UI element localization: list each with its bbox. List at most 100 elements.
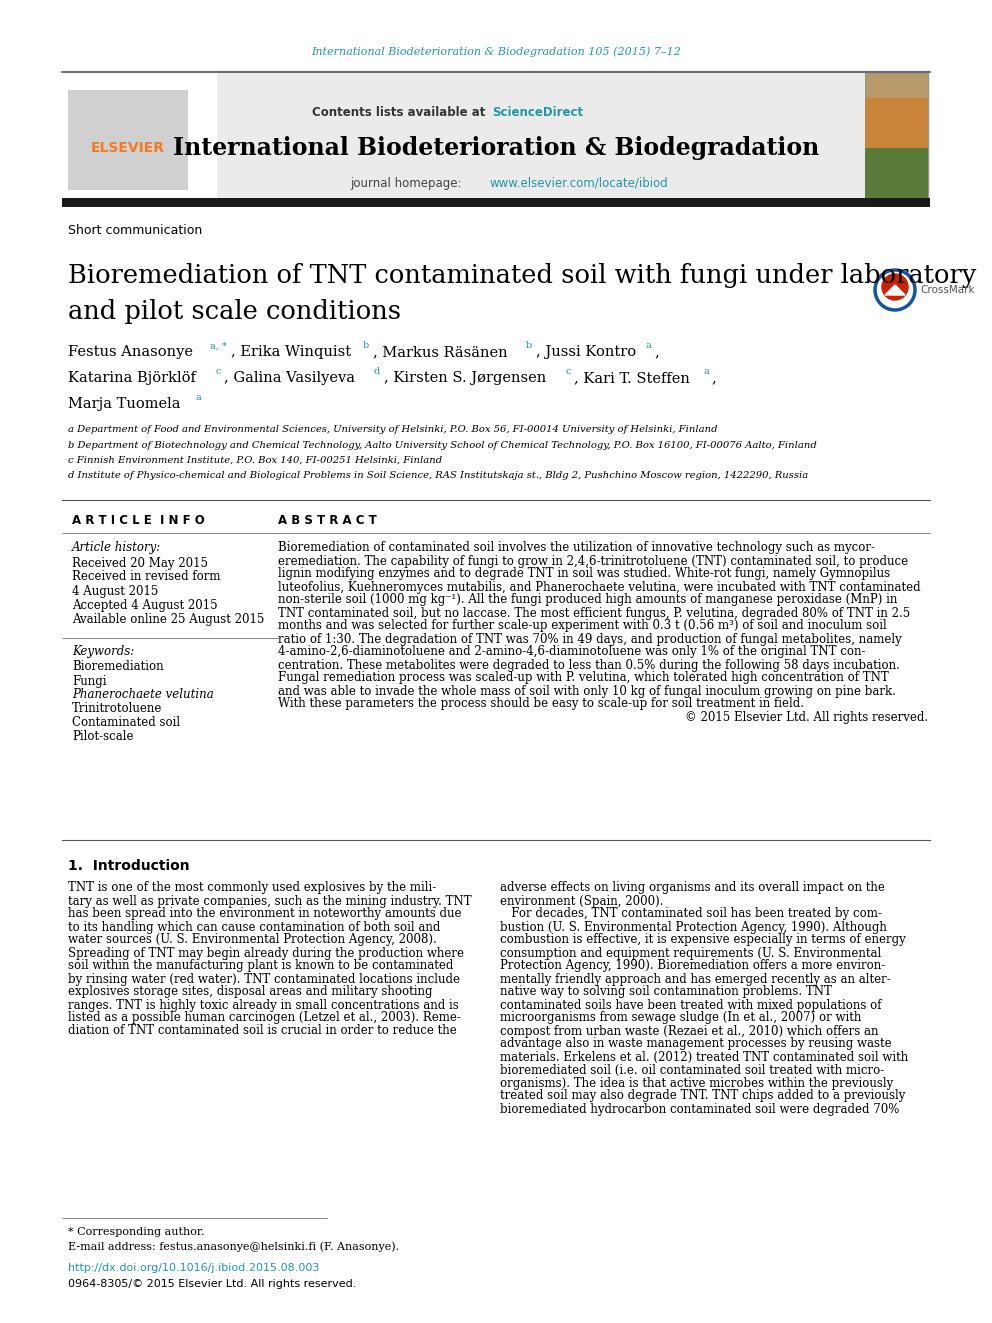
Text: listed as a possible human carcinogen (Letzel et al., 2003). Reme-: listed as a possible human carcinogen (L… [68,1012,461,1024]
Text: Pilot-scale: Pilot-scale [72,730,134,744]
Text: Fungi: Fungi [72,675,106,688]
Text: ,: , [654,345,659,359]
Text: Short communication: Short communication [68,224,202,237]
Text: compost from urban waste (Rezaei et al., 2010) which offers an: compost from urban waste (Rezaei et al.,… [500,1024,879,1037]
Text: , Kari T. Steffen: , Kari T. Steffen [574,370,689,385]
Text: to its handling which can cause contamination of both soil and: to its handling which can cause contamin… [68,921,440,934]
Text: Keywords:: Keywords: [72,646,134,659]
Text: eremediation. The capability of fungi to grow in 2,4,6-trinitrotoluene (TNT) con: eremediation. The capability of fungi to… [278,554,908,568]
Text: Festus Anasonye: Festus Anasonye [68,345,193,359]
Text: Bioremediation of TNT contaminated soil with fungi under laboratory: Bioremediation of TNT contaminated soil … [68,262,976,287]
FancyBboxPatch shape [62,198,930,206]
Text: materials. Erkelens et al. (2012) treated TNT contaminated soil with: materials. Erkelens et al. (2012) treate… [500,1050,909,1064]
Text: With these parameters the process should be easy to scale-up for soil treatment : With these parameters the process should… [278,697,804,710]
Text: months and was selected for further scale-up experiment with 0.3 t (0.56 m³) of : months and was selected for further scal… [278,619,887,632]
Text: mentally friendly approach and has emerged recently as an alter-: mentally friendly approach and has emerg… [500,972,891,986]
Text: diation of TNT contaminated soil is crucial in order to reduce the: diation of TNT contaminated soil is cruc… [68,1024,456,1037]
Text: water sources (U. S. Environmental Protection Agency, 2008).: water sources (U. S. Environmental Prote… [68,934,436,946]
Text: advantage also in waste management processes by reusing waste: advantage also in waste management proce… [500,1037,892,1050]
Text: bustion (U. S. Environmental Protection Agency, 1990). Although: bustion (U. S. Environmental Protection … [500,921,887,934]
Text: Bioremediation: Bioremediation [72,660,164,673]
Text: ,: , [711,370,716,385]
Text: , Erika Winquist: , Erika Winquist [231,345,351,359]
Text: lignin modifying enzymes and to degrade TNT in soil was studied. White-rot fungi: lignin modifying enzymes and to degrade … [278,568,890,581]
Text: , Jussi Kontro: , Jussi Kontro [536,345,636,359]
Text: soil within the manufacturing plant is known to be contaminated: soil within the manufacturing plant is k… [68,959,453,972]
Text: , Galina Vasilyeva: , Galina Vasilyeva [224,370,355,385]
Text: d Institute of Physico-chemical and Biological Problems in Soil Science, RAS Ins: d Institute of Physico-chemical and Biol… [68,471,808,479]
Text: * Corresponding author.: * Corresponding author. [68,1226,204,1237]
Text: b: b [363,341,369,351]
Text: Article history:: Article history: [72,541,162,554]
Text: bioremediated soil (i.e. oil contaminated soil treated with micro-: bioremediated soil (i.e. oil contaminate… [500,1064,884,1077]
Text: , Markus Räsänen: , Markus Räsänen [373,345,508,359]
Text: tary as well as private companies, such as the mining industry. TNT: tary as well as private companies, such … [68,894,471,908]
Text: non-sterile soil (1000 mg kg⁻¹). All the fungi produced high amounts of manganes: non-sterile soil (1000 mg kg⁻¹). All the… [278,594,898,606]
Text: Katarina Björklöf: Katarina Björklöf [68,370,195,385]
Text: TNT contaminated soil, but no laccase. The most efficient fungus, P. velutina, d: TNT contaminated soil, but no laccase. T… [278,606,911,619]
Text: Received 20 May 2015: Received 20 May 2015 [72,557,208,569]
Text: , Kirsten S. Jørgensen: , Kirsten S. Jørgensen [384,370,547,385]
Text: adverse effects on living organisms and its overall impact on the: adverse effects on living organisms and … [500,881,885,894]
Text: ELSEVIER: ELSEVIER [91,142,165,155]
FancyBboxPatch shape [68,90,188,191]
FancyBboxPatch shape [865,73,928,198]
Text: ScienceDirect: ScienceDirect [492,106,583,119]
Text: International Biodeterioration & Biodegradation 105 (2015) 7–12: International Biodeterioration & Biodegr… [311,46,681,57]
Text: Accepted 4 August 2015: Accepted 4 August 2015 [72,598,217,611]
Text: native way to solving soil contamination problems. TNT: native way to solving soil contamination… [500,986,832,999]
Text: a, *: a, * [210,341,227,351]
Text: International Biodeterioration & Biodegradation: International Biodeterioration & Biodegr… [173,136,819,160]
Text: TNT is one of the most commonly used explosives by the mili-: TNT is one of the most commonly used exp… [68,881,436,894]
Text: by rinsing water (red water). TNT contaminated locations include: by rinsing water (red water). TNT contam… [68,972,460,986]
Text: consumption and equipment requirements (U. S. Environmental: consumption and equipment requirements (… [500,946,881,959]
Text: b Department of Biotechnology and Chemical Technology, Aalto University School o: b Department of Biotechnology and Chemic… [68,441,816,450]
Text: Spreading of TNT may begin already during the production where: Spreading of TNT may begin already durin… [68,946,464,959]
Text: Protection Agency, 1990). Bioremediation offers a more environ-: Protection Agency, 1990). Bioremediation… [500,959,885,972]
Text: Marja Tuomela: Marja Tuomela [68,397,181,411]
Text: and pilot scale conditions: and pilot scale conditions [68,299,401,324]
Text: a: a [196,393,201,402]
Text: explosives storage sites, disposal areas and military shooting: explosives storage sites, disposal areas… [68,986,433,999]
Text: Trinitrotoluene: Trinitrotoluene [72,703,163,716]
Text: centration. These metabolites were degraded to less than 0.5% during the followi: centration. These metabolites were degra… [278,659,900,672]
Text: c: c [566,368,571,377]
Text: journal homepage:: journal homepage: [350,176,465,189]
FancyBboxPatch shape [62,70,930,200]
Text: and was able to invade the whole mass of soil with only 10 kg of fungal inoculum: and was able to invade the whole mass of… [278,684,896,697]
Text: combustion is effective, it is expensive especially in terms of energy: combustion is effective, it is expensive… [500,934,906,946]
Text: www.elsevier.com/locate/ibiod: www.elsevier.com/locate/ibiod [490,176,669,189]
Text: Contents lists available at: Contents lists available at [312,106,490,119]
Text: 4-amino-2,6-diaminotoluene and 2-amino-4,6-diaminotoluene was only 1% of the ori: 4-amino-2,6-diaminotoluene and 2-amino-4… [278,646,865,659]
Text: organisms). The idea is that active microbes within the previously: organisms). The idea is that active micr… [500,1077,893,1090]
Text: 4 August 2015: 4 August 2015 [72,585,159,598]
Text: 0964-8305/© 2015 Elsevier Ltd. All rights reserved.: 0964-8305/© 2015 Elsevier Ltd. All right… [68,1279,356,1289]
Text: has been spread into the environment in noteworthy amounts due: has been spread into the environment in … [68,908,461,921]
Text: a Department of Food and Environmental Sciences, University of Helsinki, P.O. Bo: a Department of Food and Environmental S… [68,426,717,434]
Text: A B S T R A C T: A B S T R A C T [278,513,377,527]
Circle shape [882,274,908,300]
Text: microorganisms from sewage sludge (In et al., 2007) or with: microorganisms from sewage sludge (In et… [500,1012,861,1024]
Text: luteofolius, Kuehneromyces mutabilis, and Phanerochaete velutina, were incubated: luteofolius, Kuehneromyces mutabilis, an… [278,581,921,594]
Text: treated soil may also degrade TNT. TNT chips added to a previously: treated soil may also degrade TNT. TNT c… [500,1090,906,1102]
Text: ratio of 1:30. The degradation of TNT was 70% in 49 days, and production of fung: ratio of 1:30. The degradation of TNT wa… [278,632,902,646]
Text: environment (Spain, 2000).: environment (Spain, 2000). [500,894,664,908]
Text: Bioremediation of contaminated soil involves the utilization of innovative techn: Bioremediation of contaminated soil invo… [278,541,875,554]
Text: bioremediated hydrocarbon contaminated soil were degraded 70%: bioremediated hydrocarbon contaminated s… [500,1102,900,1115]
Text: CrossMark: CrossMark [920,284,974,295]
Text: a: a [703,368,708,377]
Text: contaminated soils have been treated with mixed populations of: contaminated soils have been treated wit… [500,999,882,1012]
Text: Available online 25 August 2015: Available online 25 August 2015 [72,613,265,626]
Text: ranges. TNT is highly toxic already in small concentrations and is: ranges. TNT is highly toxic already in s… [68,999,458,1012]
Text: E-mail address: festus.anasonye@helsinki.fi (F. Anasonye).: E-mail address: festus.anasonye@helsinki… [68,1242,399,1253]
Text: Contaminated soil: Contaminated soil [72,717,181,729]
Text: © 2015 Elsevier Ltd. All rights reserved.: © 2015 Elsevier Ltd. All rights reserved… [684,710,928,724]
Text: b: b [526,341,533,351]
Text: c Finnish Environment Institute, P.O. Box 140, FI-00251 Helsinki, Finland: c Finnish Environment Institute, P.O. Bo… [68,455,442,464]
Text: http://dx.doi.org/10.1016/j.ibiod.2015.08.003: http://dx.doi.org/10.1016/j.ibiod.2015.0… [68,1263,319,1273]
Text: Received in revised form: Received in revised form [72,570,220,583]
Text: A R T I C L E  I N F O: A R T I C L E I N F O [72,513,204,527]
Text: d: d [374,368,380,377]
Text: a: a [646,341,652,351]
FancyBboxPatch shape [62,70,217,200]
